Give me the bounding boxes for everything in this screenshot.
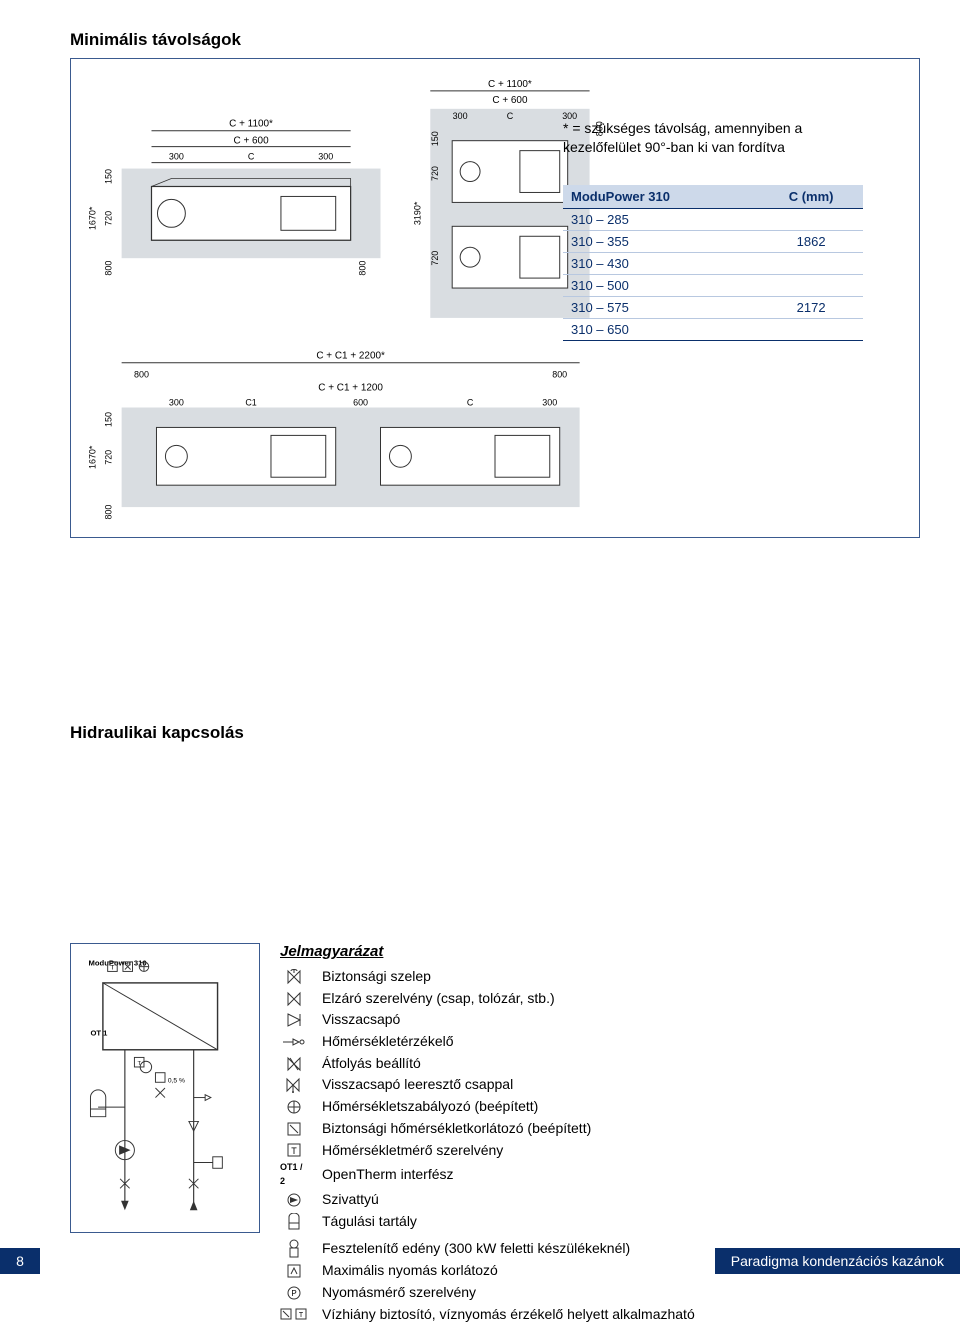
legend-item: Biztonsági szelep: [280, 966, 920, 988]
legend-item: THőmérsékletmérő szerelvény: [280, 1140, 920, 1162]
flow-regulator-icon: [280, 1056, 308, 1072]
dim-label: 1670*: [88, 206, 98, 230]
legend-title: Jelmagyarázat: [280, 943, 920, 960]
dim-label: C + 600: [234, 136, 270, 147]
dim-label: 720: [430, 251, 440, 266]
svg-text:OT 1: OT 1: [90, 1028, 108, 1037]
page-footer: 8 Paradigma kondenzációs kazánok: [0, 1248, 960, 1274]
dim-label: C + 600: [492, 95, 528, 106]
thermometer-icon: T: [280, 1142, 308, 1158]
table-row: 310 – 500: [563, 274, 863, 296]
table-header: C (mm): [759, 185, 863, 209]
temp-limiter-icon: [280, 1121, 308, 1137]
dim-label: C: [467, 398, 474, 408]
footer-title: Paradigma kondenzációs kazánok: [715, 1248, 960, 1274]
clearance-footnote: * = szükséges távolság, amennyiben a kez…: [563, 119, 863, 157]
dim-label: C + 1100*: [488, 79, 532, 90]
dim-label: 800: [358, 261, 368, 276]
svg-text:T: T: [291, 1146, 297, 1156]
dim-label: 150: [104, 169, 114, 184]
svg-text:T: T: [137, 1061, 141, 1067]
check-valve-drain-icon: [280, 1077, 308, 1093]
legend-item: Átfolyás beállító: [280, 1053, 920, 1075]
dim-label: 300: [542, 398, 557, 408]
table-row: 310 – 430: [563, 252, 863, 274]
dim-label: 600: [353, 398, 368, 408]
legend-item: Hőmérsékletérzékelő: [280, 1031, 920, 1053]
dim-label: 150: [430, 131, 440, 146]
clearance-table: ModuPower 310 C (mm) 310 – 285 310 – 355…: [563, 185, 863, 341]
pressure-gauge-icon: P: [280, 1285, 308, 1301]
svg-text:0,5 %: 0,5 %: [168, 1077, 185, 1084]
dim-label: C + C1 + 1200: [318, 383, 383, 394]
legend-item: Biztonsági hőmérsékletkorlátozó (beépíte…: [280, 1118, 920, 1140]
section-2-title: Hidraulikai kapcsolás: [70, 723, 920, 743]
dim-label: 300: [318, 152, 333, 162]
expansion-tank-icon: [280, 1213, 308, 1231]
shutoff-valve-icon: [280, 991, 308, 1007]
dim-label: 800: [134, 370, 149, 380]
legend-item: Visszacsapó leeresztő csappal: [280, 1074, 920, 1096]
svg-text:P: P: [291, 1289, 296, 1298]
dim-label: 150: [104, 412, 114, 427]
dim-label: 3190*: [412, 201, 422, 225]
dim-label: C + C1 + 2200*: [316, 351, 385, 362]
dim-label: C1: [245, 398, 256, 408]
legend-item: Visszacsapó: [280, 1009, 920, 1031]
hydraulic-schematic: ModuPower 310 T OT 1: [70, 943, 260, 1233]
opentherm-icon: OT1 / 2: [280, 1161, 308, 1189]
table-row: 310 – 5752172: [563, 296, 863, 318]
clearance-diagram: C + 1100* C + 600 300 C 300 150 1670* 72…: [70, 58, 920, 538]
temp-sensor-icon: [280, 1036, 308, 1048]
svg-text:T: T: [110, 965, 114, 972]
dim-label: C: [248, 152, 255, 162]
dim-label: C + 1100*: [229, 119, 273, 130]
dim-label: 800: [104, 505, 114, 520]
page-number: 8: [0, 1248, 40, 1274]
dim-label: 800: [552, 370, 567, 380]
legend-item: Szivattyú: [280, 1189, 920, 1211]
table-row: 310 – 3551862: [563, 230, 863, 252]
safety-valve-icon: [280, 969, 308, 985]
table-header: ModuPower 310: [563, 185, 759, 209]
dim-label: 720: [430, 166, 440, 181]
legend-item: Elzáró szerelvény (csap, tolózár, stb.): [280, 988, 920, 1010]
dim-label: 720: [104, 211, 114, 226]
section-1-title: Minimális távolságok: [70, 30, 920, 50]
dim-label: 300: [169, 152, 184, 162]
table-row: 310 – 650: [563, 318, 863, 340]
temp-controller-icon: [280, 1099, 308, 1115]
legend-item: OT1 / 2OpenTherm interfész: [280, 1161, 920, 1189]
legend-item: Tágulási tartály: [280, 1211, 920, 1233]
dim-label: 300: [453, 111, 468, 121]
table-row: 310 – 285: [563, 208, 863, 230]
dim-label: 1670*: [88, 445, 98, 469]
legend-item: Hőmérsékletszabályozó (beépített): [280, 1096, 920, 1118]
dim-label: C: [507, 111, 514, 121]
legend-item: PNyomásmérő szerelvény: [280, 1282, 920, 1304]
dim-label: 720: [104, 450, 114, 465]
pump-icon: [280, 1192, 308, 1208]
low-water-cutoff-icon: T: [280, 1306, 308, 1322]
dim-label: 300: [169, 398, 184, 408]
legend-item: TVízhiány biztosító, víznyomás érzékelő …: [280, 1304, 920, 1325]
check-valve-icon: [280, 1012, 308, 1028]
svg-text:T: T: [299, 1312, 304, 1319]
dim-label: 800: [104, 261, 114, 276]
